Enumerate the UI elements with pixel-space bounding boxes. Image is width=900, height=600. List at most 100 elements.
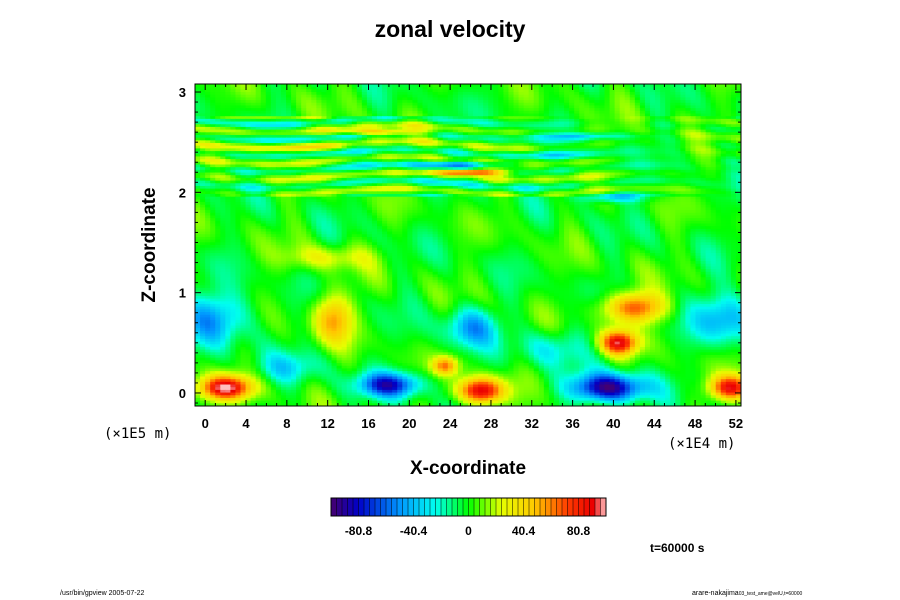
heatmap-cell [543,118,550,123]
heatmap-cell [614,124,621,128]
heatmap-cell [579,153,585,158]
heatmap-cell [462,140,469,144]
heatmap-cell [205,164,211,168]
heatmap-cell [326,140,333,144]
heatmap-cell [250,164,257,168]
heatmap-cell [210,92,216,96]
heatmap-cell [452,132,459,136]
heatmap-cell [538,113,545,117]
heatmap-cell [275,105,282,109]
heatmap-cell [235,191,242,195]
heatmap-cell [655,148,661,152]
heatmap-cell [680,124,686,128]
heatmap-cell [725,100,732,104]
heatmap-cell [690,124,697,128]
heatmap-cell [559,167,565,171]
heatmap-cell [250,89,257,93]
heatmap-cell [205,110,211,115]
heatmap-cell [442,100,449,104]
heatmap-cell [508,124,515,128]
heatmap-cell [624,100,631,104]
heatmap-cell [210,153,216,158]
heatmap-cell [533,145,540,149]
heatmap-cell [397,159,403,163]
heatmap-cell [498,177,504,182]
heatmap-cell [488,159,494,163]
heatmap-cell [422,180,429,184]
heatmap-cell [478,148,484,152]
heatmap-cell [695,169,702,174]
heatmap-cell [639,175,646,179]
heatmap-cell [493,153,499,158]
heatmap-cell [265,126,272,131]
heatmap-cell [690,118,697,123]
heatmap-cell [609,180,616,184]
heatmap-cell [366,94,373,99]
heatmap-cell [533,126,540,131]
heatmap-cell [286,105,292,109]
heatmap-cell [346,164,353,168]
heatmap-cell [523,86,530,90]
heatmap-cell [462,118,469,123]
heatmap-cell [488,132,494,136]
heatmap-cell [306,143,312,147]
heatmap-cell [665,148,671,152]
heatmap-cell [670,143,676,147]
heatmap-cell [457,108,464,112]
heatmap-cell [366,84,373,88]
heatmap-cell [639,156,646,160]
heatmap-cell [538,102,545,107]
heatmap-cell [594,167,601,171]
heatmap-cell [650,153,656,158]
heatmap-cell [564,105,570,109]
heatmap-cell [245,183,252,187]
heatmap-cell [402,94,408,99]
heatmap-cell [584,132,590,136]
heatmap-cell [447,137,454,141]
heatmap-cell [286,84,292,88]
heatmap-cell [235,86,242,90]
heatmap-cell [417,169,424,174]
heatmap-cell [240,108,247,112]
heatmap-cell [240,121,247,125]
heatmap-cell [392,151,398,155]
heatmap-cell [437,167,444,171]
heatmap-cell [473,129,479,133]
heatmap-cell [644,105,651,109]
heatmap-cell [559,100,565,104]
heatmap-cell [543,89,550,93]
heatmap-cell [270,113,277,117]
heatmap-cell [230,191,237,195]
heatmap-cell [553,177,560,182]
heatmap-cell [457,145,464,149]
heatmap-cell [361,132,368,136]
heatmap-cell [255,172,262,176]
heatmap-cell [366,145,373,149]
heatmap-cell [341,145,348,149]
heatmap-cell [503,102,510,107]
heatmap-cell [240,118,247,123]
heatmap-cell [286,188,292,192]
heatmap-cell [574,100,580,104]
heatmap-cell [599,169,606,174]
heatmap-cell [442,124,449,128]
heatmap-cell [528,180,535,184]
heatmap-cell [351,113,358,117]
heatmap-cell [670,132,676,136]
heatmap-cell [488,118,494,123]
heatmap-cell [336,185,343,190]
heatmap-cell [685,167,692,171]
heatmap-cell [700,148,707,152]
heatmap-cell [483,140,489,144]
heatmap-cell [665,145,671,149]
heatmap-cell [639,180,646,184]
heatmap-cell [417,129,424,133]
heatmap-cell [286,126,292,131]
heatmap-cell [447,118,454,123]
heatmap-cell [412,137,419,141]
heatmap-cell [235,110,242,115]
heatmap-cell [452,116,459,120]
heatmap-cell [559,124,565,128]
heatmap-cell [265,177,272,182]
heatmap-cell [275,121,282,125]
